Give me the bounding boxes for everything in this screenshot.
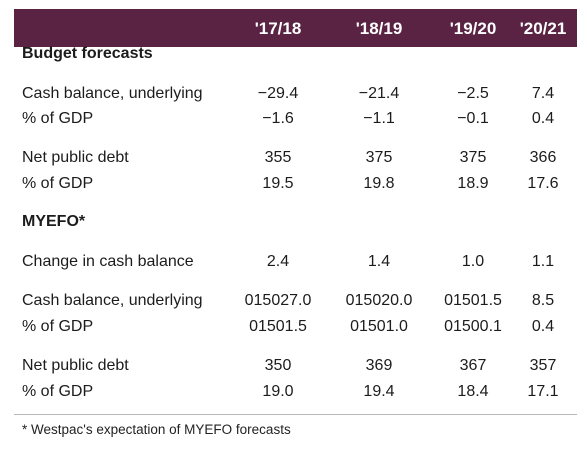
- cell: 355: [264, 149, 292, 166]
- row-label: Cash balance, underlying: [22, 292, 203, 309]
- cell: 17.1: [527, 383, 559, 400]
- cell: −0.1: [457, 110, 489, 127]
- row-label: % of GDP: [22, 383, 94, 400]
- cell: 18.4: [457, 383, 489, 400]
- cell: 1.0: [461, 253, 485, 270]
- year-header-1920: '19/20: [449, 19, 497, 38]
- cell: 0.4: [531, 110, 555, 127]
- cell: −1.6: [262, 110, 294, 127]
- row-label: Net public debt: [22, 357, 129, 374]
- cell: 01501.0: [350, 318, 408, 335]
- cell: 01500.1: [444, 318, 502, 335]
- row-label: Cash balance, underlying: [22, 85, 203, 102]
- row-label: Change in cash balance: [22, 253, 194, 270]
- table-header: '17/18 '18/19 '19/20 '20/21: [14, 9, 577, 47]
- cell: 01501.5: [444, 292, 502, 309]
- footnote: * Westpac's expectation of MYEFO forecas…: [22, 422, 291, 437]
- row-label: % of GDP: [22, 110, 94, 127]
- cell: 366: [529, 149, 557, 166]
- year-header-2021: '20/21: [519, 19, 567, 38]
- row-label: % of GDP: [22, 175, 94, 192]
- cell: −29.4: [257, 85, 299, 102]
- row-label: Net public debt: [22, 149, 129, 166]
- cell: 350: [264, 357, 292, 374]
- cell: 18.9: [457, 175, 489, 192]
- footnote-divider: [14, 414, 577, 415]
- cell: 1.1: [531, 253, 555, 270]
- cell: 367: [459, 357, 487, 374]
- cell: 19.0: [262, 383, 294, 400]
- cell: 17.6: [527, 175, 559, 192]
- cell: 369: [365, 357, 393, 374]
- cell: 2.4: [266, 253, 290, 270]
- cell: 7.4: [531, 85, 555, 102]
- cell: 8.5: [531, 292, 555, 309]
- cell: 19.5: [262, 175, 294, 192]
- cell: 357: [529, 357, 557, 374]
- cell: −2.5: [457, 85, 489, 102]
- cell: 015020.0: [345, 292, 413, 309]
- cell: 1.4: [367, 253, 391, 270]
- row-label: % of GDP: [22, 318, 94, 335]
- cell: 015027.0: [244, 292, 312, 309]
- cell: 0.4: [531, 318, 555, 335]
- year-header-1718: '17/18: [254, 19, 302, 38]
- year-header-1819: '18/19: [355, 19, 403, 38]
- cell: 19.4: [363, 383, 395, 400]
- cell: −1.1: [363, 110, 395, 127]
- cell: −21.4: [358, 85, 400, 102]
- cell: 375: [365, 149, 393, 166]
- budget-table: '17/18 '18/19 '19/20 '20/21 Budget forec…: [14, 9, 577, 437]
- cell: 375: [459, 149, 487, 166]
- cell: 19.8: [363, 175, 395, 192]
- cell: 01501.5: [249, 318, 307, 335]
